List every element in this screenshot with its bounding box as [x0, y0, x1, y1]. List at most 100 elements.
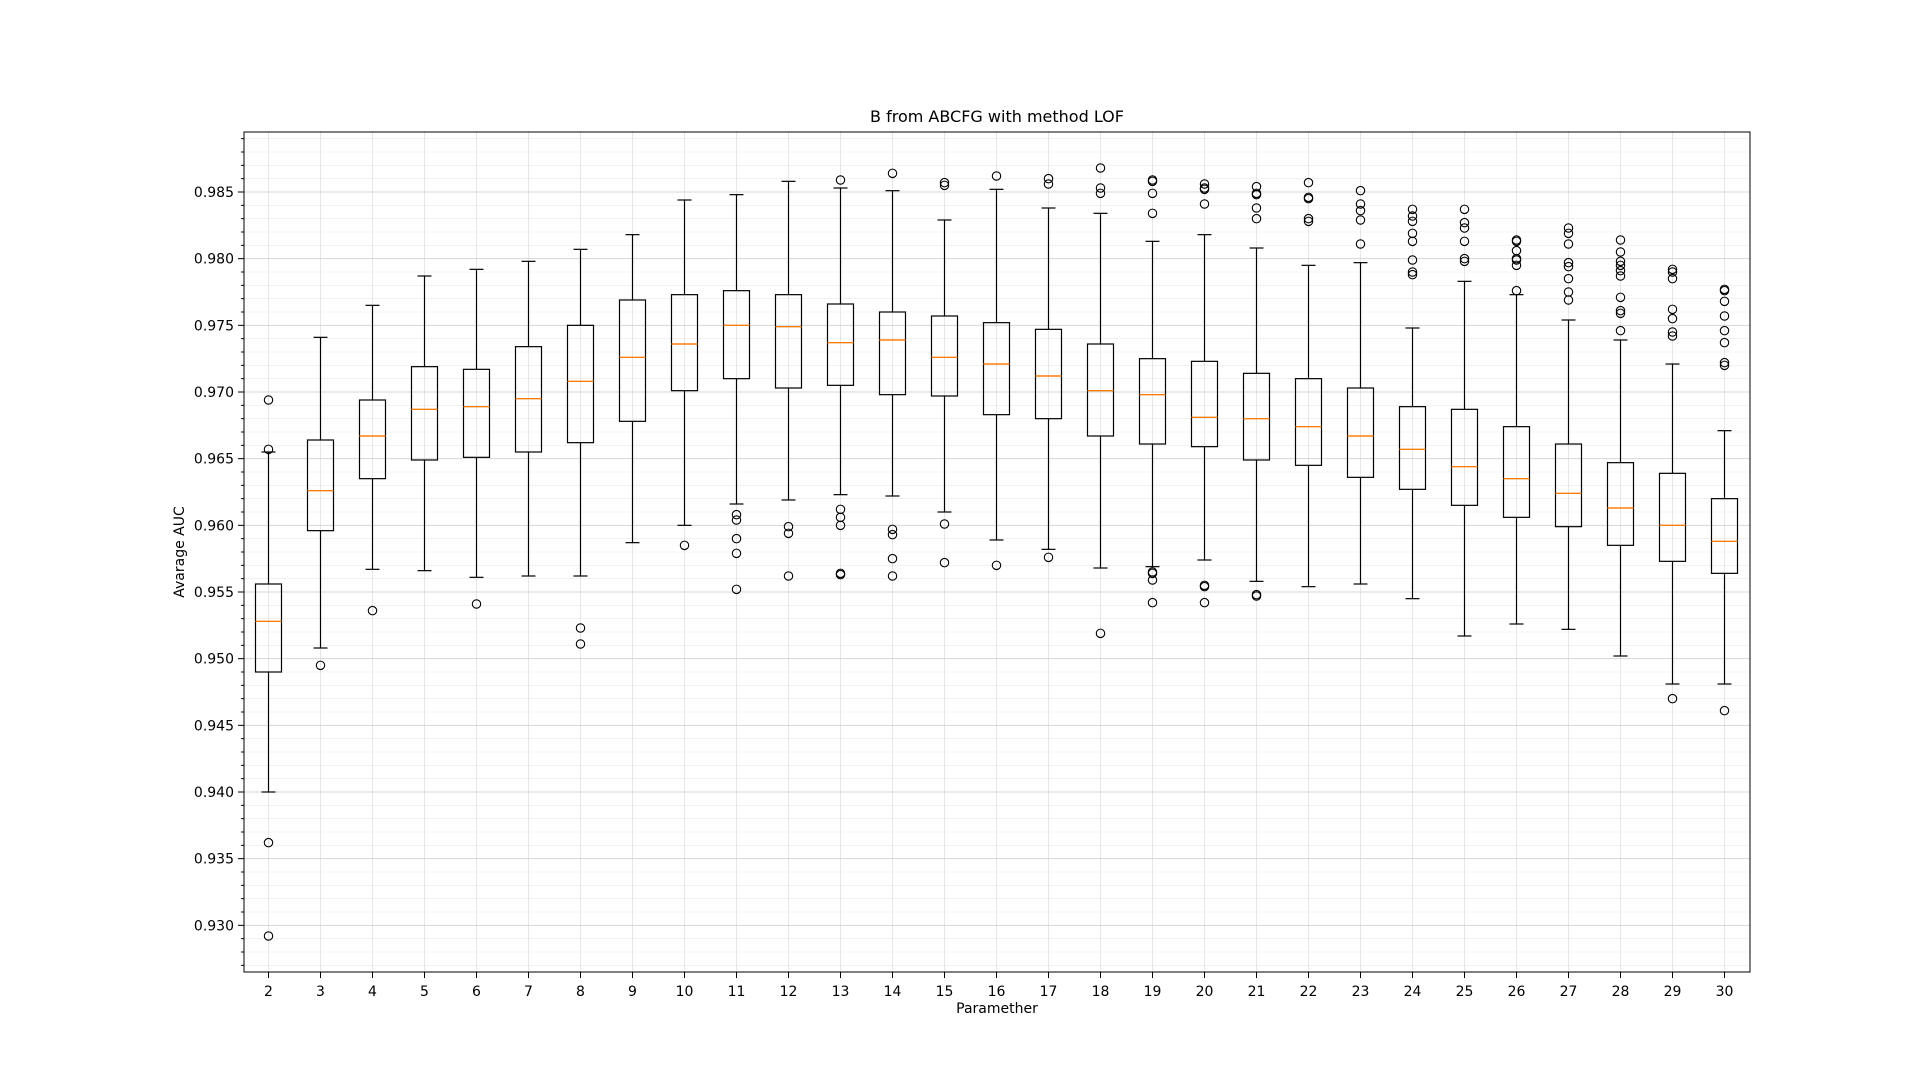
box-12	[774, 180, 803, 581]
outlier-point	[1615, 292, 1626, 303]
box-29	[1658, 264, 1687, 704]
outlier-point	[1719, 337, 1730, 348]
iqr-box	[826, 303, 855, 386]
outlier-point	[731, 509, 742, 520]
outlier-point	[1407, 267, 1418, 277]
box-28	[1606, 235, 1635, 657]
outlier-point	[1199, 184, 1210, 195]
y-tick-label: 0.980	[194, 252, 234, 268]
box-series	[254, 163, 1739, 941]
outlier-point	[731, 584, 742, 595]
outlier-point	[1615, 260, 1626, 271]
outlier-point	[731, 548, 742, 559]
outlier-point	[263, 837, 274, 848]
x-tick-label: 28	[1612, 984, 1630, 1000]
outlier-point	[991, 560, 1002, 571]
x-tick-label: 9	[628, 984, 637, 1000]
outlier-point	[1667, 304, 1678, 315]
iqr-box	[1242, 372, 1271, 461]
outlier-point	[471, 599, 482, 609]
outlier-point	[1615, 325, 1626, 336]
outlier-point	[1459, 217, 1470, 228]
outlier-point	[783, 521, 794, 532]
outlier-point	[1251, 203, 1262, 213]
outlier-point	[1667, 331, 1678, 341]
outlier-point	[1355, 199, 1366, 209]
y-tick-label: 0.930	[194, 918, 234, 934]
axes: 0.930 0.935 0.940 0.945 0.950 0.955 0.960 0.965…	[194, 138, 1733, 1000]
iqr-box	[930, 315, 959, 397]
box-8	[566, 248, 595, 649]
outlier-point	[1719, 311, 1730, 321]
outlier-point	[315, 660, 326, 671]
outlier-point	[1511, 236, 1522, 247]
outlier-point	[1147, 597, 1158, 608]
iqr-box	[982, 322, 1011, 416]
outlier-point	[1511, 255, 1522, 265]
outlier-point	[1147, 176, 1158, 187]
outlier-point	[1095, 163, 1106, 173]
outlier-point	[1459, 223, 1470, 233]
outlier-point	[835, 569, 846, 580]
outlier-point	[1407, 204, 1418, 215]
outlier-point	[1615, 256, 1626, 267]
iqr-box	[618, 299, 647, 422]
outlier-point	[1511, 260, 1522, 271]
y-tick-label: 0.965	[194, 452, 234, 468]
outlier-point	[1303, 177, 1314, 188]
x-axis-label: Paramether	[956, 1001, 1038, 1017]
iqr-box	[1710, 498, 1739, 574]
box-9	[618, 234, 647, 544]
x-tick-label: 13	[832, 984, 850, 1000]
outlier-point	[939, 177, 950, 188]
outlier-point	[939, 557, 950, 568]
outlier-point	[1667, 273, 1678, 284]
y-tick-label: 0.970	[194, 385, 234, 401]
outlier-point	[1303, 193, 1314, 204]
outlier-point	[1667, 264, 1678, 275]
iqr-box	[1138, 358, 1167, 445]
y-axis-label: Avarage AUC	[172, 506, 188, 598]
outlier-point	[1147, 188, 1158, 199]
box-18	[1086, 163, 1115, 639]
box-22	[1294, 177, 1323, 588]
outlier-point	[1199, 199, 1210, 209]
iqr-box	[1658, 472, 1687, 562]
y-tick-label: 0.985	[194, 185, 234, 201]
outlier-point	[835, 175, 846, 185]
outlier-point	[939, 180, 950, 191]
x-tick-label: 20	[1196, 984, 1214, 1000]
outlier-point	[1043, 552, 1054, 563]
outlier-point	[1667, 693, 1678, 704]
iqr-box	[1398, 406, 1427, 490]
y-tick-label: 0.950	[194, 652, 234, 668]
outlier-point	[1563, 261, 1574, 272]
box-15	[930, 177, 959, 568]
box-2	[254, 395, 283, 941]
x-tick-label: 29	[1664, 984, 1682, 1000]
iqr-box	[1034, 328, 1063, 420]
box-30	[1710, 284, 1739, 716]
box-11	[722, 194, 751, 595]
box-19	[1138, 175, 1167, 608]
grid-lines	[244, 132, 1750, 972]
outlier-point	[1615, 265, 1626, 276]
x-tick-label: 18	[1092, 984, 1110, 1000]
iqr-box	[1606, 462, 1635, 546]
iqr-box	[1346, 387, 1375, 478]
box-20	[1190, 179, 1219, 608]
outlier-point	[1303, 216, 1314, 227]
y-tick-label: 0.935	[194, 852, 234, 868]
outlier-point	[1719, 325, 1730, 336]
outlier-point	[1563, 239, 1574, 249]
outlier-point	[731, 533, 742, 544]
outlier-point	[1459, 204, 1470, 215]
iqr-box	[670, 294, 699, 392]
x-tick-label: 21	[1248, 984, 1266, 1000]
outlier-point	[263, 444, 274, 455]
outlier-point	[1251, 591, 1262, 601]
x-tick-label: 22	[1300, 984, 1318, 1000]
outlier-point	[1251, 189, 1262, 200]
outlier-point	[1355, 239, 1366, 249]
